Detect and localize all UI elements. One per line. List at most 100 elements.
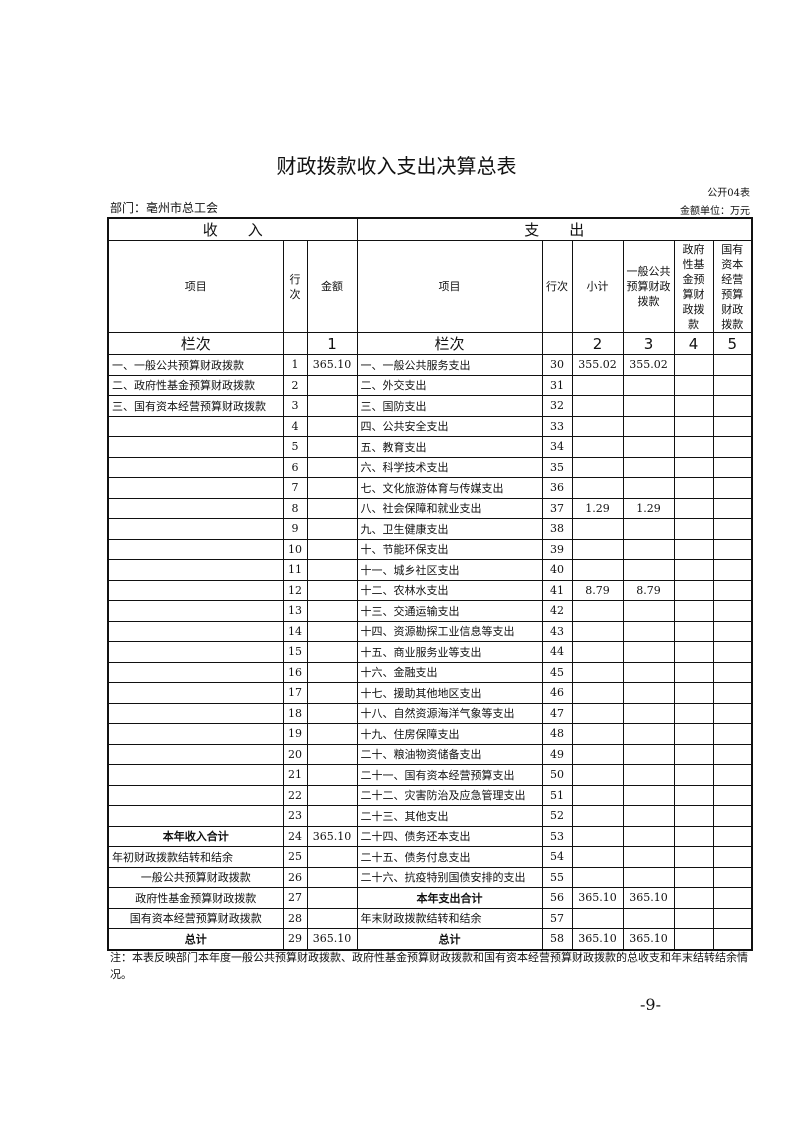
expense-subtotal: [571, 825, 624, 847]
expense-subtotal: [571, 620, 624, 642]
expense-state: [712, 579, 753, 601]
table-row: 14 十四、资源勘探工业信息等支出 43: [107, 620, 753, 642]
expense-fund: [673, 600, 714, 622]
income-amount: [306, 374, 358, 396]
table-row: 10 十、节能环保支出 39: [107, 538, 753, 560]
expense-fund: [673, 743, 714, 765]
expense-item: 一、一般公共服务支出: [356, 354, 543, 376]
expense-state: [712, 538, 753, 560]
expense-subtotal: [571, 456, 624, 478]
table-row: 15 十五、商业服务业等支出 44: [107, 641, 753, 663]
expense-fund: [673, 784, 714, 806]
expense-fund: [673, 825, 714, 847]
expense-fund: [673, 374, 714, 396]
col-header-item: 项目: [107, 240, 284, 333]
expense-subtotal: [571, 743, 624, 765]
expense-item: 二十三、其他支出: [356, 805, 543, 827]
expense-item: 十一、城乡社区支出: [356, 559, 543, 581]
lanci-3: 3: [622, 332, 675, 355]
expense-fund: [673, 887, 714, 909]
expense-subtotal: [571, 784, 624, 806]
income-row-no: 23: [282, 805, 308, 827]
income-item: 政府性基金预算财政拨款: [107, 887, 284, 909]
col-header-item2: 项目: [356, 240, 543, 333]
expense-subtotal: [571, 682, 624, 704]
income-amount: [306, 436, 358, 458]
income-item: 总计: [107, 928, 284, 950]
expense-row-no: 52: [541, 805, 573, 827]
income-item: [107, 559, 284, 581]
expense-fund: [673, 559, 714, 581]
expense-fund: [673, 354, 714, 376]
expense-general: 355.02: [622, 354, 675, 376]
expense-state: [712, 354, 753, 376]
table-row: 21 二十一、国有资本经营预算支出 50: [107, 764, 753, 786]
expense-row-no: 45: [541, 661, 573, 683]
expense-subtotal: [571, 641, 624, 663]
expense-item: 年末财政拨款结转和结余: [356, 907, 543, 929]
income-item: [107, 456, 284, 478]
expense-general: [622, 866, 675, 888]
expense-fund: [673, 805, 714, 827]
table-row: 总计 29 365.10 总计 58 365.10 365.10: [107, 928, 753, 950]
expense-general: [622, 538, 675, 560]
income-item: [107, 620, 284, 642]
income-amount: [306, 600, 358, 622]
income-row-no: 9: [282, 518, 308, 540]
income-row-no: 12: [282, 579, 308, 601]
table-row: 年初财政拨款结转和结余 25 二十五、债务付息支出 54: [107, 846, 753, 868]
expense-state: [712, 866, 753, 888]
expense-state: [712, 620, 753, 642]
expense-subtotal: [571, 723, 624, 745]
expense-state: [712, 477, 753, 499]
expense-general: [622, 784, 675, 806]
income-item: [107, 682, 284, 704]
expense-row-no: 55: [541, 866, 573, 888]
income-item: [107, 784, 284, 806]
expense-item: 十五、商业服务业等支出: [356, 641, 543, 663]
income-amount: [306, 456, 358, 478]
expense-item: 二、外交支出: [356, 374, 543, 396]
footnote: 注：本表反映部门本年度一般公共预算财政拨款、政府性基金预算财政拨款和国有资本经营…: [110, 951, 748, 981]
expense-state: [712, 661, 753, 683]
table-row: 19 十九、住房保障支出 48: [107, 723, 753, 745]
expense-item: 十四、资源勘探工业信息等支出: [356, 620, 543, 642]
table-row: 17 十七、援助其他地区支出 46: [107, 682, 753, 704]
expense-general: [622, 764, 675, 786]
expense-fund: [673, 579, 714, 601]
col-header-fund: 政府性基金预算财政拨款: [673, 240, 714, 333]
income-row-no: 14: [282, 620, 308, 642]
expense-fund: [673, 620, 714, 642]
expense-general: [622, 374, 675, 396]
income-amount: [306, 846, 358, 868]
income-row-no: 7: [282, 477, 308, 499]
expense-general: 1.29: [622, 497, 675, 519]
expense-general: [622, 825, 675, 847]
income-row-no: 10: [282, 538, 308, 560]
expense-state: [712, 436, 753, 458]
expense-subtotal: [571, 415, 624, 437]
expense-fund: [673, 702, 714, 724]
col-header-row: 行次: [282, 240, 308, 333]
income-row-no: 26: [282, 866, 308, 888]
expense-item: 十七、援助其他地区支出: [356, 682, 543, 704]
table-row: 政府性基金预算财政拨款 27 本年支出合计 56 365.10 365.10: [107, 887, 753, 909]
income-item: [107, 723, 284, 745]
income-amount: [306, 887, 358, 909]
expense-subtotal: [571, 764, 624, 786]
lanci-label2: 栏次: [356, 332, 543, 355]
expense-item: 九、卫生健康支出: [356, 518, 543, 540]
expense-general: [622, 907, 675, 929]
expense-row-no: 39: [541, 538, 573, 560]
expense-row-no: 38: [541, 518, 573, 540]
expense-item: 十六、金融支出: [356, 661, 543, 683]
expense-fund: [673, 518, 714, 540]
expense-state: [712, 559, 753, 581]
income-amount: [306, 518, 358, 540]
expense-general: [622, 559, 675, 581]
expense-subtotal: [571, 436, 624, 458]
income-amount: [306, 661, 358, 683]
expense-state: [712, 518, 753, 540]
expense-item: 十、节能环保支出: [356, 538, 543, 560]
expense-general: [622, 456, 675, 478]
